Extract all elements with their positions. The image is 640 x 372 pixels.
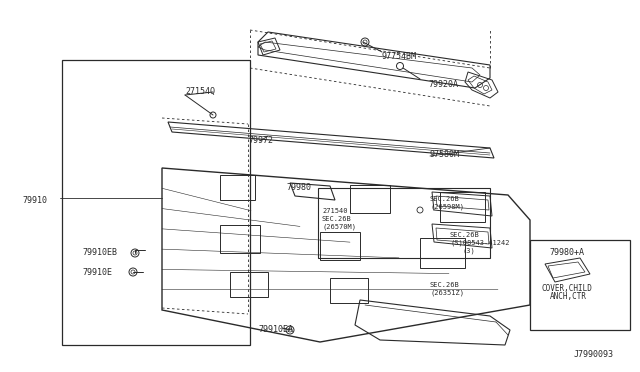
Bar	[320, 232, 360, 260]
Bar	[420, 238, 465, 268]
Bar	[330, 278, 368, 303]
Text: (26570M): (26570M)	[322, 224, 356, 231]
Text: (26598M): (26598M)	[430, 204, 464, 211]
Text: J7990093: J7990093	[574, 350, 614, 359]
Text: 79910: 79910	[22, 196, 47, 205]
Bar	[440, 192, 485, 222]
Text: (S)08543-41242: (S)08543-41242	[450, 240, 509, 247]
Bar	[220, 225, 260, 253]
Text: 271540: 271540	[322, 208, 348, 214]
Text: (3): (3)	[462, 248, 475, 254]
Text: COVER,CHILD: COVER,CHILD	[542, 284, 593, 293]
Text: ANCH,CTR: ANCH,CTR	[550, 292, 587, 301]
Text: 79920A: 79920A	[428, 80, 458, 89]
Bar	[62, 60, 250, 345]
Text: (26351Z): (26351Z)	[430, 290, 464, 296]
Text: 79910EB: 79910EB	[82, 248, 117, 257]
Text: 27154Q: 27154Q	[185, 87, 215, 96]
Text: 79910E: 79910E	[82, 268, 112, 277]
Text: SEC.26B: SEC.26B	[430, 196, 460, 202]
Text: SEC.26B: SEC.26B	[450, 232, 480, 238]
Text: 79910EA: 79910EA	[258, 325, 293, 334]
Bar	[318, 188, 490, 258]
Bar	[230, 272, 268, 297]
Text: 97580M: 97580M	[430, 150, 460, 159]
Bar	[350, 185, 390, 213]
Text: 79980: 79980	[286, 183, 311, 192]
Text: 79972: 79972	[248, 136, 273, 145]
Text: 79980+A: 79980+A	[549, 248, 584, 257]
Bar	[530, 240, 630, 330]
Text: SEC.26B: SEC.26B	[322, 216, 352, 222]
Text: 97754BM: 97754BM	[382, 52, 417, 61]
Bar	[220, 175, 255, 200]
Text: SEC.26B: SEC.26B	[430, 282, 460, 288]
